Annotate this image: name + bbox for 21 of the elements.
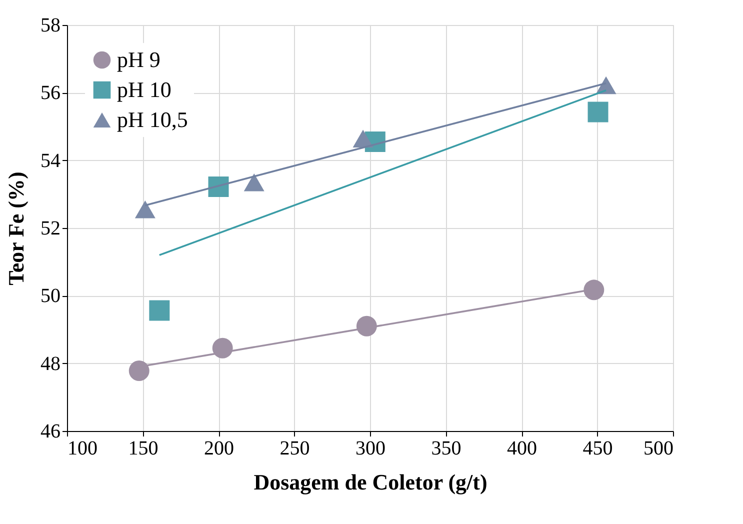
y-tick-label: 48 bbox=[40, 352, 60, 375]
legend-label: pH 10 bbox=[117, 77, 172, 102]
y-tick-label: 56 bbox=[40, 82, 60, 104]
x-tick-label: 450 bbox=[582, 438, 613, 460]
x-tick-label: 400 bbox=[507, 438, 537, 460]
y-tick-label: 50 bbox=[40, 285, 60, 308]
x-tick-label: 300 bbox=[356, 438, 386, 460]
x-axis-title: Dosagem de Coletor (g/t) bbox=[254, 470, 488, 494]
x-tick-label: 250 bbox=[280, 438, 310, 460]
y-tick-label: 54 bbox=[40, 150, 60, 172]
legend-label: pH 10,5 bbox=[117, 107, 188, 132]
legend-label: pH 9 bbox=[117, 47, 160, 72]
x-tick-label: 150 bbox=[128, 438, 158, 460]
x-tick-label: 100 bbox=[68, 438, 98, 460]
x-tick-label: 200 bbox=[204, 438, 234, 460]
x-tick-label: 350 bbox=[431, 438, 462, 460]
x-tick-label: 500 bbox=[644, 438, 674, 460]
y-tick-label: 46 bbox=[40, 420, 60, 442]
y-axis-title: Teor Fe (%) bbox=[4, 172, 28, 286]
y-tick-label: 52 bbox=[40, 218, 60, 240]
y-tick-label: 58 bbox=[40, 14, 60, 36]
